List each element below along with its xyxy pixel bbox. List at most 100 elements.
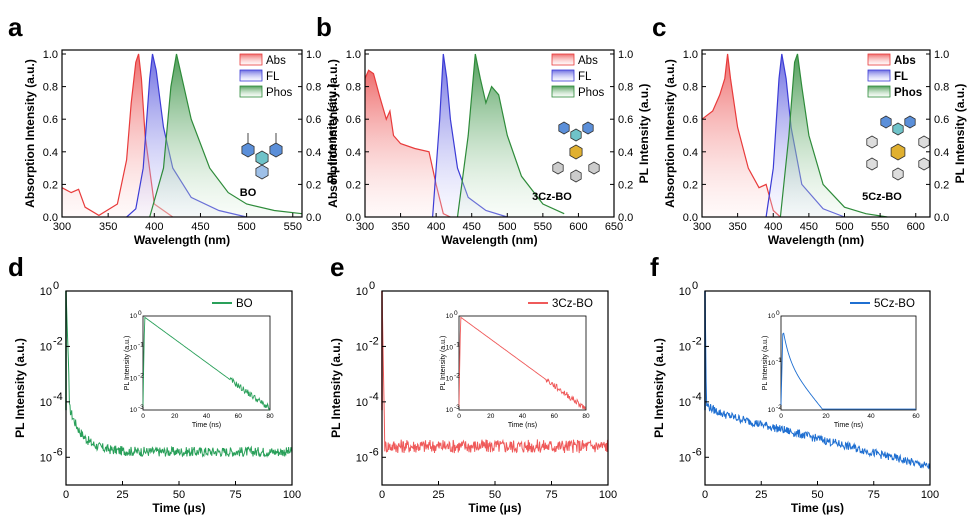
- y-tick-label-left: 0.8: [346, 82, 361, 94]
- inset-x-tick-label: 20: [171, 413, 179, 420]
- inset-y-tick-label: 10: [446, 313, 454, 320]
- inset-x-tick-label: 40: [867, 413, 875, 420]
- inset-x-axis-label: Time (ns): [192, 422, 221, 429]
- y-axis-label-left: Absorption Intensity (a.u.): [326, 59, 340, 208]
- x-tick-label: 25: [755, 489, 767, 501]
- series-fill-abs: [365, 70, 451, 217]
- x-tick-label: 50: [489, 489, 501, 501]
- x-axis-label: Time (μs): [468, 501, 521, 515]
- y-axis-label: PL Intensity (a.u.): [329, 338, 343, 438]
- y-tick-exponent: 0: [692, 280, 698, 292]
- molecule-ring: [241, 142, 255, 158]
- y-tick-label-right: 1.0: [618, 49, 633, 61]
- y-tick-label-right: 0.8: [934, 82, 949, 94]
- x-tick-label: 25: [432, 489, 444, 501]
- y-tick-label-left: 0.8: [43, 82, 58, 94]
- x-axis-label: Time (μs): [152, 501, 205, 515]
- y-tick-label-left: 0.2: [683, 179, 698, 191]
- y-tick-label: 10: [679, 397, 691, 409]
- y-tick-label: 10: [40, 452, 52, 464]
- molecule-ring: [570, 169, 582, 183]
- molecule-ring: [904, 115, 916, 129]
- x-tick-label: 450: [191, 221, 209, 233]
- inset-y-axis-label: PL Intensity (a.u.): [762, 336, 769, 391]
- y-tick-exponent: -2: [369, 335, 379, 347]
- x-axis-label: Wavelength (nm): [768, 233, 864, 247]
- inset-y-tick-label: 10: [130, 407, 138, 414]
- inset-x-tick-label: 0: [141, 413, 145, 420]
- series-fill-abs: [702, 54, 781, 217]
- x-tick-label: 100: [599, 489, 617, 501]
- legend-label: 5Cz-BO: [874, 298, 915, 310]
- y-tick-label-left: 0.6: [683, 114, 698, 126]
- inset-y-axis-label: PL Intensity (a.u.): [124, 336, 131, 391]
- x-tick-label: 0: [63, 489, 69, 501]
- y-tick-label: 10: [40, 286, 52, 298]
- legend-swatch-phos: [551, 85, 575, 98]
- series-line-phos: [779, 53, 888, 218]
- molecule-ring: [918, 157, 930, 171]
- inset-y-tick-exponent: 0: [138, 310, 142, 317]
- y-tick-label-right: 0.2: [934, 179, 949, 191]
- inset-y-tick-exponent: -1: [138, 341, 144, 348]
- inset-y-tick-label: 10: [768, 360, 776, 367]
- y-tick-label-right: 0.4: [306, 147, 321, 159]
- series-fill-fl: [126, 54, 247, 217]
- y-axis-label-left: Absorption Intensity (a.u.): [663, 59, 677, 208]
- x-tick-label: 500: [835, 221, 853, 233]
- x-tick-label: 400: [145, 221, 163, 233]
- legend-label: Abs: [578, 55, 598, 67]
- molecule-structure-icon: [241, 133, 283, 180]
- y-tick-label-right: 1.0: [934, 49, 949, 61]
- inset-y-tick-label: 10: [768, 407, 776, 414]
- y-tick-label: 10: [356, 452, 368, 464]
- inset-y-tick-exponent: 0: [454, 310, 458, 317]
- inset-y-tick-exponent: 0: [776, 310, 780, 317]
- y-axis-label: PL Intensity (a.u.): [652, 338, 666, 438]
- inset-y-tick-exponent: -2: [138, 373, 144, 380]
- series-line-phos: [456, 53, 565, 218]
- molecule-ring: [255, 150, 269, 166]
- molecule-ring: [866, 157, 878, 171]
- y-tick-label: 10: [356, 397, 368, 409]
- x-tick-label: 350: [391, 221, 409, 233]
- molecule-ring: [570, 128, 582, 142]
- y-tick-label-left: 0.6: [346, 114, 361, 126]
- panel-letter: d: [8, 252, 24, 282]
- molecule-ring: [588, 161, 600, 175]
- y-tick-label-right: 0.2: [618, 179, 633, 191]
- series-line-phos: [149, 53, 303, 218]
- series-fill-phos: [780, 54, 888, 217]
- y-tick-label-right: 0.0: [618, 212, 633, 224]
- x-tick-label: 25: [116, 489, 128, 501]
- molecule-ring: [255, 164, 269, 180]
- legend-label: Abs: [266, 55, 286, 67]
- molecule-ring: [582, 121, 594, 135]
- x-tick-label: 0: [702, 489, 708, 501]
- y-tick-label: 10: [40, 341, 52, 353]
- legend-swatch-phos: [239, 85, 263, 98]
- y-tick-label-right: 0.6: [618, 114, 633, 126]
- x-tick-label: 600: [569, 221, 587, 233]
- x-tick-label: 300: [693, 221, 711, 233]
- inset-y-tick-label: 10: [130, 344, 138, 351]
- y-tick-label-left: 0.6: [43, 114, 58, 126]
- molecule-ring: [892, 122, 904, 136]
- legend-swatch-abs: [239, 53, 263, 66]
- inset-decay-curve: [780, 332, 916, 410]
- y-tick-exponent: -4: [53, 391, 63, 403]
- inset-x-tick-label: 20: [487, 413, 495, 420]
- decay-curve: [704, 290, 931, 470]
- molecule-ring: [890, 143, 906, 161]
- y-tick-label-left: 0.2: [43, 179, 58, 191]
- y-tick-label-left: 0.4: [43, 147, 58, 159]
- y-tick-label: 10: [679, 341, 691, 353]
- molecule-label: 5Cz-BO: [862, 191, 902, 203]
- molecule-ring: [918, 135, 930, 149]
- molecule-ring: [892, 167, 904, 181]
